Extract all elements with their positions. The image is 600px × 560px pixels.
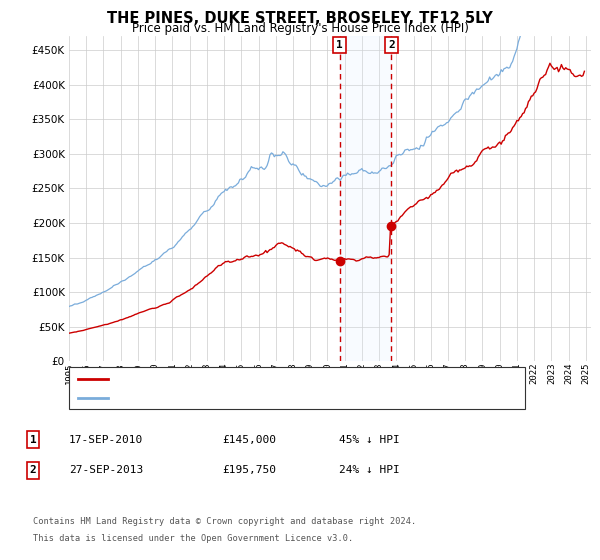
Text: 2: 2: [29, 465, 37, 475]
Text: HPI: Average price, detached house, Shropshire: HPI: Average price, detached house, Shro…: [113, 393, 346, 403]
Text: 24% ↓ HPI: 24% ↓ HPI: [339, 465, 400, 475]
Text: 2: 2: [388, 40, 395, 50]
Text: Contains HM Land Registry data © Crown copyright and database right 2024.: Contains HM Land Registry data © Crown c…: [33, 517, 416, 526]
Text: Price paid vs. HM Land Registry's House Price Index (HPI): Price paid vs. HM Land Registry's House …: [131, 22, 469, 35]
Bar: [340, 36, 391, 361]
Text: 17-SEP-2010: 17-SEP-2010: [69, 435, 143, 445]
Text: 27-SEP-2013: 27-SEP-2013: [69, 465, 143, 475]
Text: This data is licensed under the Open Government Licence v3.0.: This data is licensed under the Open Gov…: [33, 534, 353, 543]
Text: 45% ↓ HPI: 45% ↓ HPI: [339, 435, 400, 445]
Text: 1: 1: [336, 40, 343, 50]
Text: THE PINES, DUKE STREET, BROSELEY, TF12 5LY: THE PINES, DUKE STREET, BROSELEY, TF12 5…: [107, 11, 493, 26]
Text: 1: 1: [29, 435, 37, 445]
Text: THE PINES, DUKE STREET, BROSELEY, TF12 5LY (detached house): THE PINES, DUKE STREET, BROSELEY, TF12 5…: [113, 374, 433, 384]
Text: £145,000: £145,000: [222, 435, 276, 445]
Text: £195,750: £195,750: [222, 465, 276, 475]
